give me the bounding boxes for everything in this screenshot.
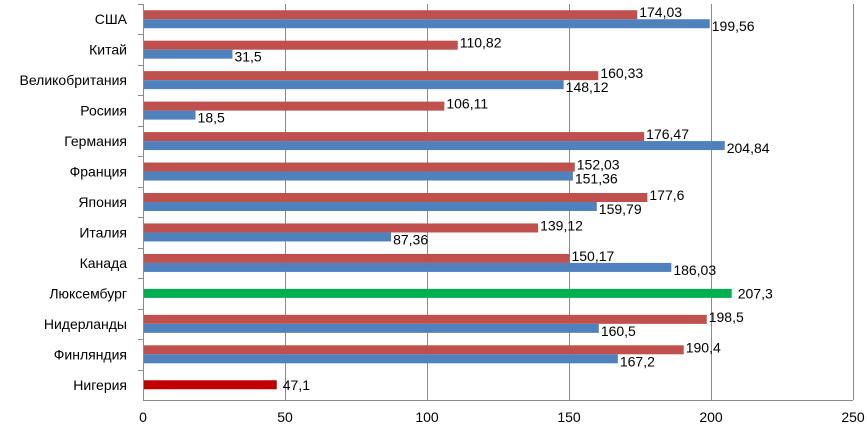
- data-label: 186,03: [673, 262, 716, 278]
- data-label: 151,36: [575, 171, 618, 187]
- axes: [138, 4, 853, 401]
- bar-series-2: [144, 141, 725, 151]
- bar-series-1: [144, 223, 539, 233]
- category-label: Нидерланды: [44, 316, 127, 332]
- data-label: 110,82: [460, 35, 502, 51]
- bar-series-1: [144, 71, 599, 81]
- labels: 0 50 100 150 200 250 США Китай Великобритания Рос…: [19, 4, 864, 425]
- bar-series-2: [144, 49, 233, 59]
- data-label: 160,33: [600, 65, 643, 81]
- x-tick-label: 250: [841, 409, 865, 425]
- bar-series-2: [144, 202, 597, 211]
- bar-series-2: [144, 110, 196, 120]
- category-label: Росиия: [80, 103, 127, 119]
- bar-series-1: [144, 253, 570, 263]
- data-label: 176,47: [646, 126, 689, 142]
- bar-series-2: [144, 232, 392, 242]
- bar-series-1: [144, 314, 707, 324]
- data-label: 199,56: [712, 18, 755, 34]
- bars: [144, 10, 732, 390]
- bar-single: [144, 288, 732, 298]
- bar-series-1: [144, 345, 684, 355]
- category-label: Япония: [78, 194, 127, 210]
- x-tick-label: 50: [277, 409, 293, 425]
- bar-series-2: [144, 354, 618, 364]
- category-label: Китай: [89, 42, 127, 58]
- data-label: 152,03: [577, 157, 620, 173]
- data-label: 18,5: [198, 110, 225, 126]
- bar-series-1: [144, 162, 575, 172]
- x-tick-label: 150: [557, 409, 581, 425]
- data-label: 207,3: [738, 285, 773, 301]
- bar-series-1: [144, 101, 445, 111]
- bar-series-2: [144, 323, 599, 333]
- bar-series-1: [144, 132, 645, 142]
- category-label: Великобритания: [19, 72, 127, 88]
- x-tick-label: 100: [415, 409, 439, 425]
- data-label: 106,11: [446, 96, 488, 112]
- category-label: Франция: [70, 164, 127, 180]
- bar-series-1: [144, 193, 648, 202]
- bar-single: [144, 380, 277, 390]
- bar-series-2: [144, 80, 564, 90]
- category-label: США: [95, 11, 128, 27]
- x-tick-label: 0: [139, 409, 147, 425]
- data-label: 204,84: [727, 140, 770, 156]
- bar-series-2: [144, 171, 573, 181]
- bar-series-1: [144, 10, 638, 20]
- data-label: 174,03: [639, 4, 682, 20]
- data-label: 87,36: [393, 231, 428, 247]
- data-label: 150,17: [571, 248, 614, 264]
- data-label: 190,4: [686, 339, 721, 355]
- data-label: 177,6: [649, 187, 684, 203]
- category-label: Канада: [80, 255, 128, 271]
- data-label: 160,5: [601, 323, 636, 339]
- bar-series-2: [144, 262, 672, 272]
- bar-series-2: [144, 19, 710, 29]
- category-label: Финляндия: [54, 346, 127, 362]
- data-label: 31,5: [234, 49, 261, 65]
- bar-series-1: [144, 40, 458, 50]
- category-label: Нигерия: [73, 377, 127, 393]
- category-label: Люксембург: [49, 285, 127, 301]
- data-label: 167,2: [620, 353, 655, 369]
- category-label: Италия: [79, 224, 127, 240]
- data-label: 198,5: [709, 309, 744, 325]
- data-label: 47,1: [283, 377, 310, 393]
- data-label: 139,12: [540, 217, 583, 233]
- category-label: Германия: [64, 133, 127, 149]
- data-label: 148,12: [566, 79, 609, 95]
- x-tick-label: 200: [699, 409, 723, 425]
- data-label: 159,79: [599, 201, 642, 217]
